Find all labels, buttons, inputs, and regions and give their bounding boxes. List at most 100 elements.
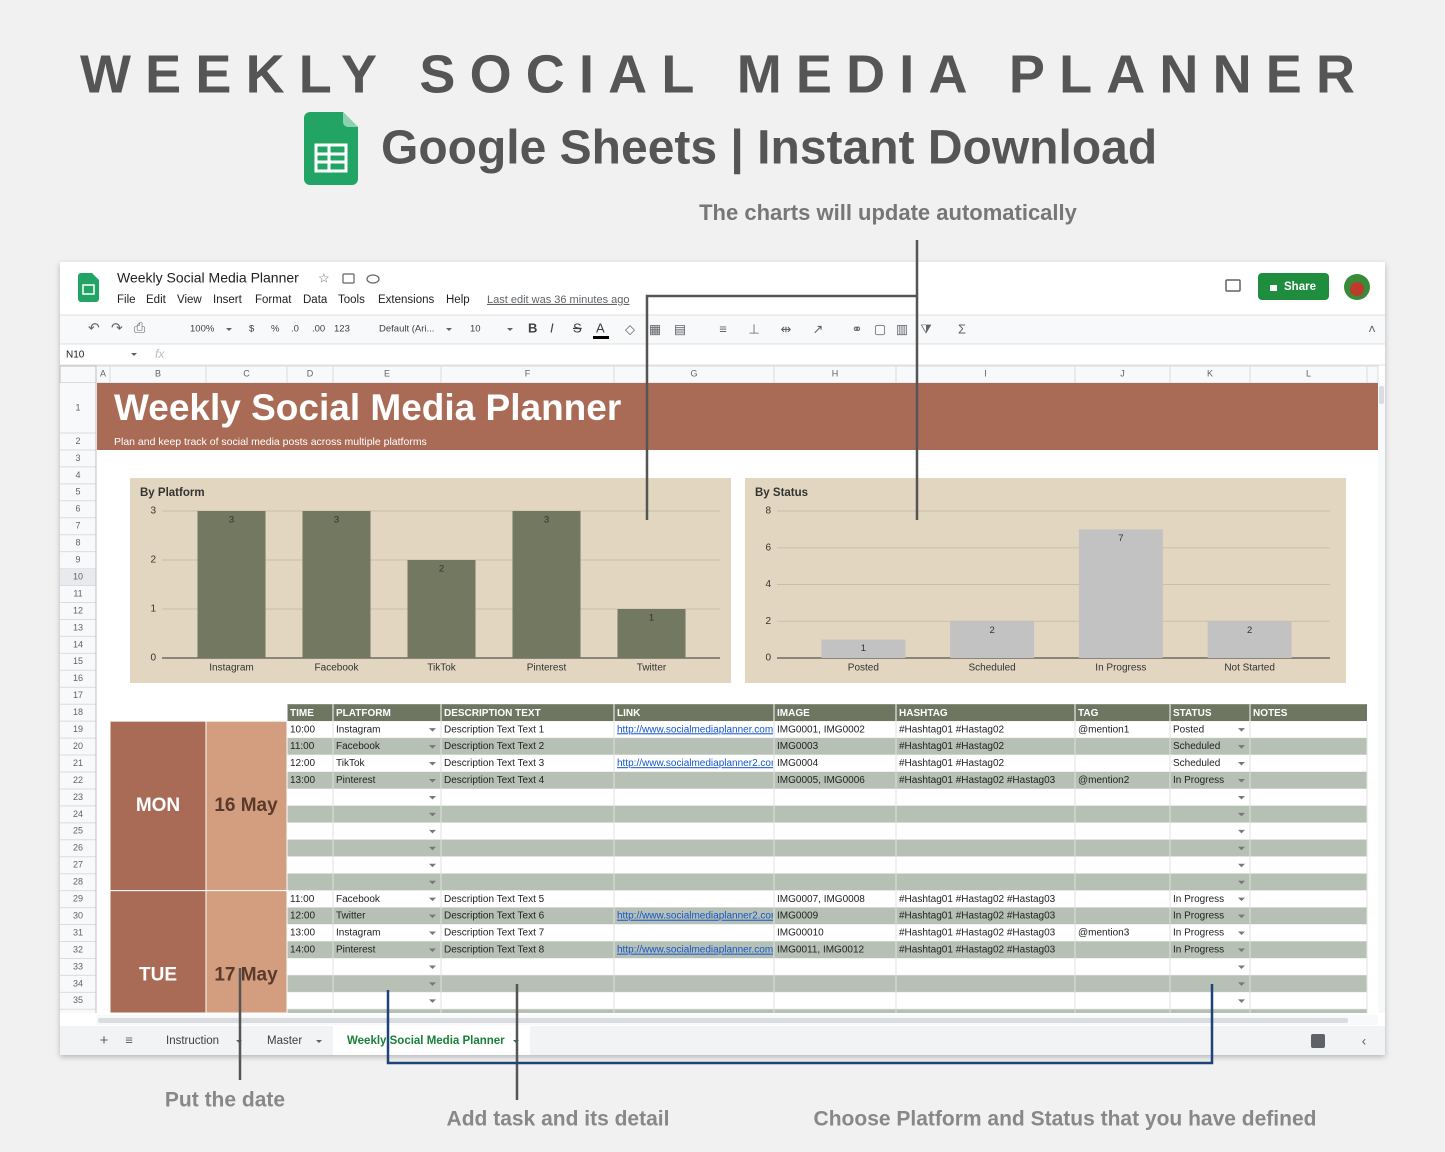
move-icon[interactable] — [342, 273, 355, 284]
toolbar-icon[interactable]: ▢ — [874, 321, 886, 336]
cell-ref[interactable]: N10 — [66, 350, 85, 361]
dropdown-arrow[interactable] — [1238, 795, 1245, 800]
dropdown-arrow[interactable] — [429, 728, 436, 732]
toolbar-item[interactable]: S — [573, 320, 582, 335]
dropdown-arrow[interactable] — [1238, 880, 1245, 885]
toolbar-icon[interactable]: ⧩ — [920, 321, 932, 336]
cell-platform: Twitter — [336, 911, 366, 922]
toolbar-icon[interactable]: ↷ — [111, 320, 123, 336]
menu-item[interactable]: Help — [446, 294, 470, 306]
toolbar-icon[interactable]: ▦ — [649, 321, 661, 336]
toolbar-item[interactable]: $ — [249, 324, 255, 335]
menu-item[interactable]: View — [177, 294, 202, 306]
menu-item[interactable]: Format — [255, 294, 292, 306]
toolbar-icon[interactable]: Σ — [958, 321, 966, 336]
share-label[interactable]: Share — [1284, 281, 1316, 293]
toolbar-icon[interactable]: ▥ — [896, 321, 908, 336]
dropdown-arrow[interactable] — [429, 745, 436, 749]
dropdown-arrow[interactable] — [1238, 846, 1245, 851]
toolbar-item[interactable]: .0 — [291, 324, 299, 335]
dropdown-arrow[interactable] — [429, 982, 436, 986]
dropdown-arrow[interactable] — [429, 897, 436, 902]
sheet-tab[interactable]: Weekly Social Media Planner — [347, 1035, 505, 1047]
dropdown-arrow[interactable] — [429, 829, 436, 834]
dropdown-arrow[interactable] — [1238, 999, 1245, 1003]
dropdown-arrow[interactable] — [1238, 745, 1245, 749]
toolbar-icon[interactable]: ≡ — [719, 321, 727, 336]
toolbar-item[interactable]: I — [550, 320, 554, 335]
add-sheet[interactable]: + — [100, 1032, 109, 1049]
toolbar-item[interactable]: % — [271, 324, 280, 335]
dropdown-arrow[interactable] — [429, 880, 436, 885]
cell-link[interactable]: http://www.socialmediaplanner.com — [617, 724, 773, 735]
toolbar-icon[interactable]: ⎙ — [134, 320, 145, 336]
dropdown-arrow[interactable] — [429, 779, 436, 783]
dropdown-arrow[interactable] — [1238, 948, 1245, 953]
cell-link[interactable]: http://www.socialmediaplanner.com — [617, 945, 773, 956]
dropdown-arrow[interactable] — [429, 795, 436, 800]
toolbar-item[interactable]: 10 — [470, 324, 481, 335]
menu-item[interactable]: Edit — [146, 294, 167, 306]
menu-item[interactable]: File — [117, 294, 136, 306]
dropdown-arrow[interactable] — [1238, 863, 1245, 868]
last-edit[interactable]: Last edit was 36 minutes ago — [487, 294, 629, 306]
cell-link[interactable]: http://www.socialmediaplanner2.com — [617, 911, 779, 922]
comment-icon[interactable] — [1225, 279, 1241, 292]
doc-title[interactable]: Weekly Social Media Planner — [117, 270, 299, 286]
cell-link[interactable]: http://www.socialmediaplanner2.com — [617, 758, 779, 769]
toolbar-item[interactable]: B — [528, 320, 537, 335]
star-icon[interactable]: ☆ — [318, 270, 330, 285]
explore-icon[interactable] — [1311, 1034, 1325, 1048]
sheet-tab[interactable]: Instruction — [166, 1035, 219, 1047]
toolbar-icon[interactable]: ↗ — [813, 321, 824, 336]
cell-status: In Progress — [1173, 945, 1224, 956]
toolbar-icon[interactable]: ▤ — [674, 321, 686, 336]
toolbar-icon[interactable]: ˄ — [1368, 321, 1376, 336]
dropdown-arrow[interactable] — [1238, 914, 1245, 919]
toolbar-icon[interactable]: ↶ — [88, 320, 100, 336]
dropdown-arrow[interactable] — [1238, 728, 1245, 732]
y-tick-label: 3 — [150, 506, 156, 517]
toolbar-item[interactable]: A — [596, 320, 605, 335]
table-row — [287, 805, 1367, 823]
dropdown-arrow[interactable] — [429, 948, 436, 953]
dropdown-arrow[interactable] — [1238, 982, 1245, 986]
collapse-icon[interactable]: ‹ — [1362, 1033, 1367, 1049]
dropdown-arrow[interactable] — [429, 863, 436, 868]
menu-item[interactable]: Insert — [213, 294, 243, 306]
dropdown-arrow[interactable] — [429, 846, 436, 851]
tab-caret — [316, 1040, 322, 1043]
all-sheets[interactable]: ≡ — [125, 1032, 133, 1047]
y-tick-label: 0 — [150, 653, 156, 664]
dropdown-arrow[interactable] — [1238, 762, 1245, 766]
sheet-tab[interactable]: Master — [267, 1035, 302, 1047]
toolbar-item[interactable]: Default (Ari... — [379, 324, 434, 335]
dropdown-arrow[interactable] — [1238, 965, 1245, 969]
dropdown-arrow[interactable] — [429, 999, 436, 1003]
dropdown-arrow[interactable] — [1238, 829, 1245, 834]
cloud-icon[interactable] — [366, 274, 380, 284]
dropdown-arrow[interactable] — [1238, 897, 1245, 902]
dropdown-arrow[interactable] — [1238, 931, 1245, 936]
menu-item[interactable]: Data — [303, 294, 328, 306]
toolbar-item[interactable]: 123 — [334, 324, 350, 335]
menu-item[interactable]: Tools — [338, 294, 365, 306]
dropdown-arrow[interactable] — [429, 914, 436, 919]
row-number: 17 — [73, 690, 83, 700]
dropdown-arrow[interactable] — [1238, 812, 1245, 817]
toolbar-icon[interactable]: ⇹ — [781, 321, 792, 336]
toolbar-item[interactable]: 100% — [190, 324, 215, 335]
share-button[interactable] — [1258, 273, 1329, 300]
dropdown-arrow[interactable] — [429, 931, 436, 936]
toolbar-icon[interactable]: ⚭ — [852, 321, 863, 336]
dropdown-arrow[interactable] — [429, 812, 436, 817]
dropdown-arrow[interactable] — [1238, 779, 1245, 783]
toolbar-icon[interactable]: ◇ — [625, 321, 635, 336]
toolbar-item[interactable]: .00 — [312, 324, 325, 335]
toolbar-icon[interactable]: ⊥ — [748, 321, 759, 336]
dropdown-arrow[interactable] — [429, 965, 436, 969]
column-letter: I — [984, 368, 987, 378]
active-tab[interactable] — [333, 1026, 530, 1055]
dropdown-arrow[interactable] — [429, 762, 436, 766]
menu-item[interactable]: Extensions — [378, 294, 435, 306]
